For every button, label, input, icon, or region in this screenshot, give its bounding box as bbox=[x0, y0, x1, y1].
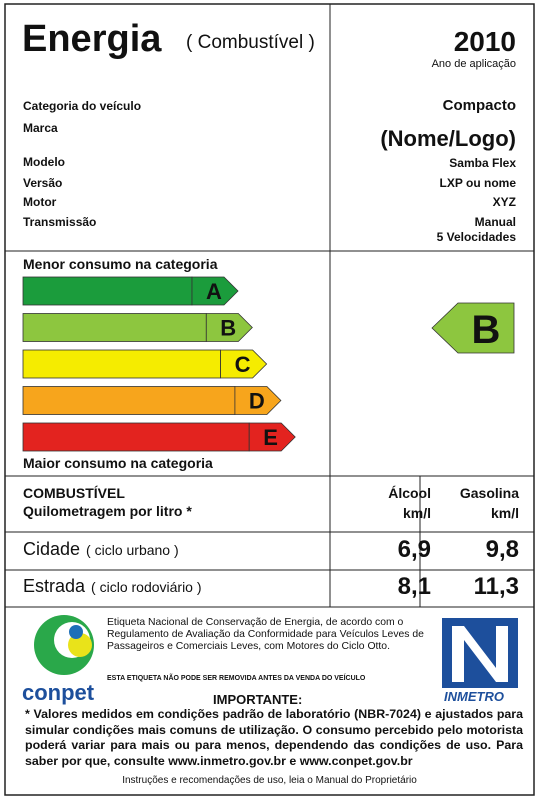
column-name: Gasolina bbox=[459, 485, 519, 501]
efficiency-arrow bbox=[191, 276, 239, 306]
conpet-text: conpet bbox=[22, 680, 95, 705]
vehicle-value: LXP ou nome bbox=[439, 176, 516, 190]
cell-value: 9,8 bbox=[485, 536, 519, 563]
efficiency-arrow bbox=[220, 349, 268, 379]
vehicle-label: Categoria do veículo bbox=[23, 99, 142, 113]
bottom-label: Maior consumo na categoria bbox=[23, 455, 213, 471]
column-unit: km/l bbox=[490, 505, 519, 521]
top-label: Menor consumo na categoria bbox=[23, 256, 218, 272]
vehicle-label: Marca bbox=[23, 121, 58, 135]
year: 2010 bbox=[453, 26, 516, 57]
efficiency-bar bbox=[22, 313, 207, 342]
row-label: Cidade bbox=[23, 539, 81, 559]
conpet-logo bbox=[34, 615, 94, 675]
class-letter: A bbox=[206, 279, 222, 304]
important-title: IMPORTANTE: bbox=[213, 692, 303, 707]
instructions: Instruções e recomendações de uso, leia … bbox=[122, 775, 417, 786]
grid-lines bbox=[5, 4, 534, 608]
vehicle-value: Samba Flex bbox=[449, 156, 516, 170]
warning: ESTA ETIQUETA NÃO PODE SER REMOVIDA ANTE… bbox=[107, 675, 366, 682]
subtitle: ( Combustível ) bbox=[186, 32, 315, 53]
efficiency-arrow bbox=[234, 386, 282, 415]
efficiency-bar bbox=[22, 349, 222, 379]
vehicle-label: Modelo bbox=[23, 155, 65, 169]
important-text: * Valores medidos em condições padrão de… bbox=[25, 707, 523, 768]
year-label: Ano de aplicação bbox=[431, 58, 516, 70]
vehicle-label: Transmissão bbox=[23, 215, 97, 229]
vehicle-value: Compacto bbox=[442, 97, 516, 114]
border bbox=[4, 3, 535, 796]
efficiency-bar bbox=[22, 422, 250, 452]
vehicle-value: Manual bbox=[474, 215, 516, 229]
title: Energia bbox=[22, 18, 162, 60]
class-letter: C bbox=[235, 352, 251, 377]
efficiency-arrow bbox=[205, 313, 253, 342]
efficiency-bar bbox=[22, 386, 236, 415]
column-unit: km/l bbox=[402, 505, 431, 521]
inmetro-text: INMETRO bbox=[444, 689, 504, 704]
column-name: Álcool bbox=[388, 485, 431, 501]
cell-value: 11,3 bbox=[473, 573, 519, 600]
vehicle-value: XYZ bbox=[492, 195, 516, 209]
vehicle-value: 5 Velocidades bbox=[436, 230, 516, 244]
vehicle-label: Motor bbox=[23, 195, 57, 209]
class-letter: B bbox=[220, 316, 236, 341]
rating-arrow: B bbox=[431, 302, 515, 354]
class-letter: D bbox=[249, 389, 265, 414]
cell-value: 8,1 bbox=[397, 573, 431, 600]
efficiency-arrow bbox=[248, 422, 296, 452]
class-letter: E bbox=[263, 425, 278, 450]
row-label: Estrada bbox=[23, 576, 86, 596]
table-header: Quilometragem por litro * bbox=[23, 503, 192, 519]
rating-letter: B bbox=[472, 308, 501, 352]
rating-shape bbox=[431, 302, 515, 354]
row-note: ( ciclo rodoviário ) bbox=[91, 579, 202, 595]
vehicle-label: Versão bbox=[23, 176, 63, 190]
cell-value: 6,9 bbox=[397, 536, 431, 563]
row-note: ( ciclo urbano ) bbox=[86, 542, 179, 558]
efficiency-bar bbox=[22, 276, 193, 306]
inmetro-logo bbox=[442, 618, 518, 688]
table-header: COMBUSTÍVEL bbox=[23, 485, 125, 501]
footer-text: Etiqueta Nacional de Conservação de Ener… bbox=[107, 617, 424, 652]
vehicle-value: (Nome/Logo) bbox=[380, 126, 516, 151]
